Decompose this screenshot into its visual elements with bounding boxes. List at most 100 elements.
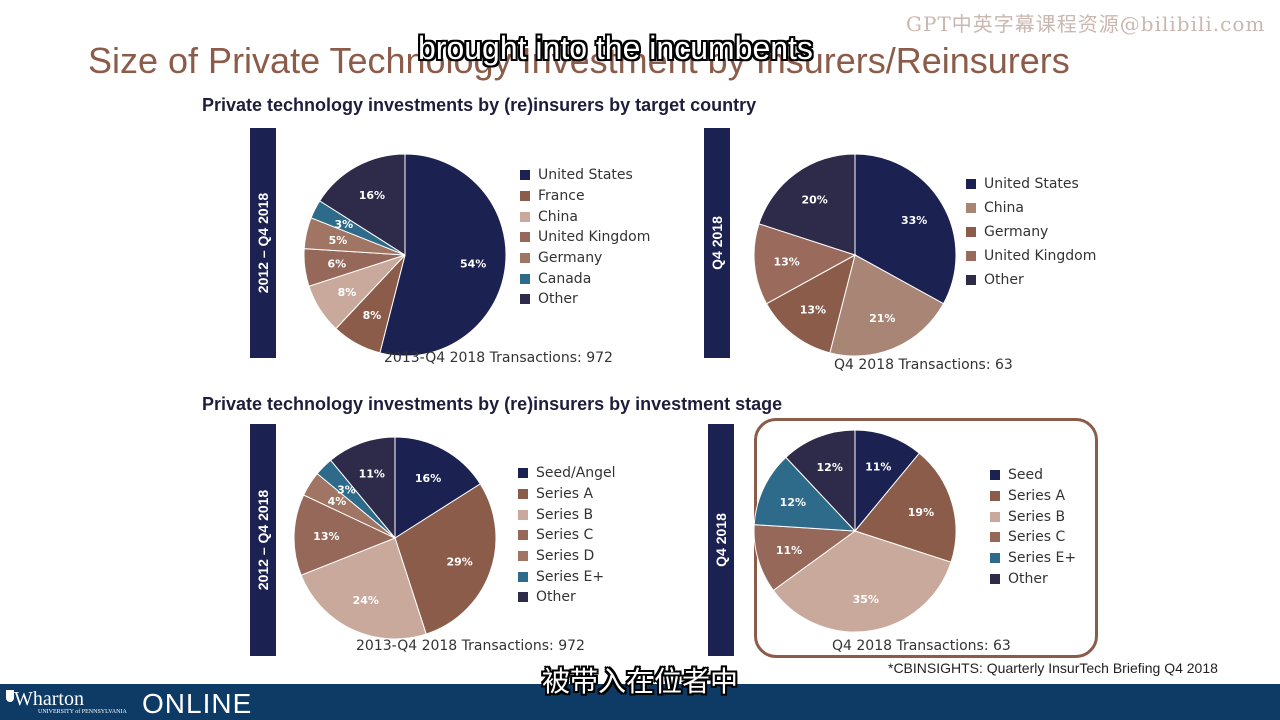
pie-slice-label: 13%	[800, 303, 826, 316]
legend-label: Series D	[536, 548, 595, 565]
pie-slice-series-a	[394, 483, 497, 635]
pie-slice-series-e-	[753, 456, 857, 532]
pie-slice-label: 5%	[329, 234, 348, 247]
legend-label: United Kingdom	[538, 229, 651, 246]
pie-slice-label: 19%	[908, 506, 934, 519]
legend-label: Seed/Angel	[536, 465, 616, 482]
footer-university: UNIVERSITY of PENNSYLVANIA	[38, 709, 127, 715]
footer-bar	[0, 684, 1280, 720]
legend-label: Germany	[538, 250, 603, 267]
pie-slice-label: 33%	[901, 214, 927, 227]
country-section-heading: Private technology investments by (re)in…	[202, 95, 757, 115]
legend-label: China	[538, 208, 578, 225]
pie-slice-series-c	[293, 494, 397, 576]
pie-slice-label: 12%	[780, 496, 806, 509]
pie-slice-germany	[765, 254, 856, 354]
legend-item: France	[520, 186, 650, 207]
legend-swatch	[990, 532, 1000, 543]
legend-item: Series E+	[990, 548, 1076, 569]
sidebar-label: 2012 – Q4 2018	[255, 489, 272, 591]
pie-slice-label: 12%	[817, 461, 843, 474]
pie-slice-label: 4%	[328, 495, 347, 508]
sidebar-label: 2012 – Q4 2018	[255, 192, 272, 294]
legend-swatch	[520, 253, 530, 264]
legend-item: Series B	[990, 506, 1076, 527]
legend-item: Series C	[518, 525, 616, 546]
legend-swatch	[966, 251, 976, 261]
legend-label: United Kingdom	[984, 248, 1097, 264]
footer-online: ONLINE	[142, 688, 253, 719]
pie-slice-label: 11%	[359, 467, 385, 480]
legend-item: Other	[520, 289, 650, 310]
pie-slice-label: 11%	[776, 544, 802, 557]
legend-item: United States	[966, 172, 1096, 196]
legend-label: Series E+	[1008, 550, 1077, 567]
legend-label: Other	[1008, 570, 1048, 587]
pie-slice-label: 3%	[337, 483, 356, 496]
pie-slice-label: 3%	[334, 218, 353, 231]
chart-caption: Q4 2018 Transactions: 63	[834, 357, 1013, 373]
pie-slice-label: 29%	[446, 555, 472, 568]
legend-swatch	[990, 573, 1000, 584]
legend-swatch	[990, 470, 1000, 481]
legend-swatch	[520, 294, 530, 305]
legend-label: Series E+	[536, 568, 605, 585]
legend-item: United Kingdom	[520, 227, 650, 248]
legend-swatch	[518, 468, 528, 479]
pie-slice-label: 13%	[773, 255, 799, 268]
legend-label: Seed	[1008, 467, 1043, 484]
slide-title: Size of Private Technology Investment by…	[88, 40, 1070, 81]
pie-slice-label: 8%	[363, 309, 382, 322]
footer-brand: Wharton	[14, 688, 84, 710]
pie-slice-label: 6%	[328, 258, 347, 271]
legend-label: Other	[538, 291, 578, 308]
legend-country-2012-q4-2018: United States France China United Kingdom Ge…	[520, 165, 650, 310]
legend-swatch	[518, 530, 528, 541]
legend-swatch	[520, 211, 530, 222]
sidebar-label: Q4 2018	[713, 513, 729, 567]
legend-swatch	[966, 275, 976, 285]
sidebar-period-bottom-left: 2012 – Q4 2018	[250, 424, 276, 656]
legend-label: United States	[538, 167, 633, 184]
legend-swatch	[520, 273, 530, 284]
legend-item: Other	[518, 587, 616, 608]
legend-swatch	[520, 232, 530, 243]
legend-item: Series B	[518, 504, 616, 525]
legend-swatch	[966, 203, 976, 213]
chart-caption: 2013-Q4 2018 Transactions: 972	[384, 350, 613, 366]
legend-item: Canada	[520, 268, 650, 289]
legend-item: China	[520, 206, 650, 227]
legend-label: Series A	[1008, 488, 1066, 505]
watermark-text: GPT中英字幕课程资源@bilibili.com	[906, 12, 1266, 36]
pie-slice-series-a	[854, 452, 957, 563]
video-subtitle-english: brought into the incumbents	[418, 30, 813, 66]
chart-caption: 2013-Q4 2018 Transactions: 972	[356, 638, 585, 654]
legend-label: Other	[536, 589, 576, 606]
pie-slice-seed-angel	[394, 436, 481, 539]
legend-item: Series E+	[518, 566, 616, 587]
chart-caption: Q4 2018 Transactions: 63	[832, 638, 1011, 654]
legend-label: Canada	[538, 270, 592, 287]
pie-slice-series-c	[753, 524, 857, 592]
legend-label: Series C	[536, 527, 594, 544]
legend-swatch	[518, 592, 528, 603]
pie-slice-united-states	[379, 153, 507, 357]
pie-slice-united-states	[854, 153, 957, 305]
stage-section-heading: Private technology investments by (re)in…	[202, 394, 783, 414]
pie-slice-label: 20%	[801, 193, 827, 206]
legend-swatch	[518, 571, 528, 582]
legend-item: Seed	[990, 465, 1076, 486]
legend-item: China	[966, 196, 1096, 220]
pie-slice-label: 21%	[869, 312, 895, 325]
pie-slice-other	[785, 429, 856, 533]
pie-slice-seed	[854, 429, 921, 533]
legend-label: United States	[984, 176, 1079, 192]
legend-label: Series C	[1008, 529, 1066, 546]
legend-stage-2012-q4-2018: Seed/Angel Series A Series B Series C Series…	[518, 463, 616, 608]
pie-chart-country-q4-2018: 33% 21% 13% 13% 20%	[753, 153, 957, 357]
legend-label: Germany	[984, 224, 1049, 240]
legend-label: Series B	[1008, 508, 1066, 525]
pie-slice-label: 54%	[460, 258, 486, 271]
pie-slice-other	[319, 153, 406, 256]
legend-item: Germany	[966, 220, 1096, 244]
